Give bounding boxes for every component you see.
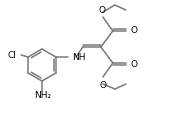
Text: O: O	[99, 81, 106, 90]
Text: NH: NH	[72, 53, 85, 61]
Text: NH₂: NH₂	[34, 90, 51, 99]
Text: O: O	[131, 60, 138, 69]
Text: O: O	[131, 25, 138, 34]
Text: O: O	[98, 6, 105, 15]
Text: Cl: Cl	[7, 50, 16, 60]
